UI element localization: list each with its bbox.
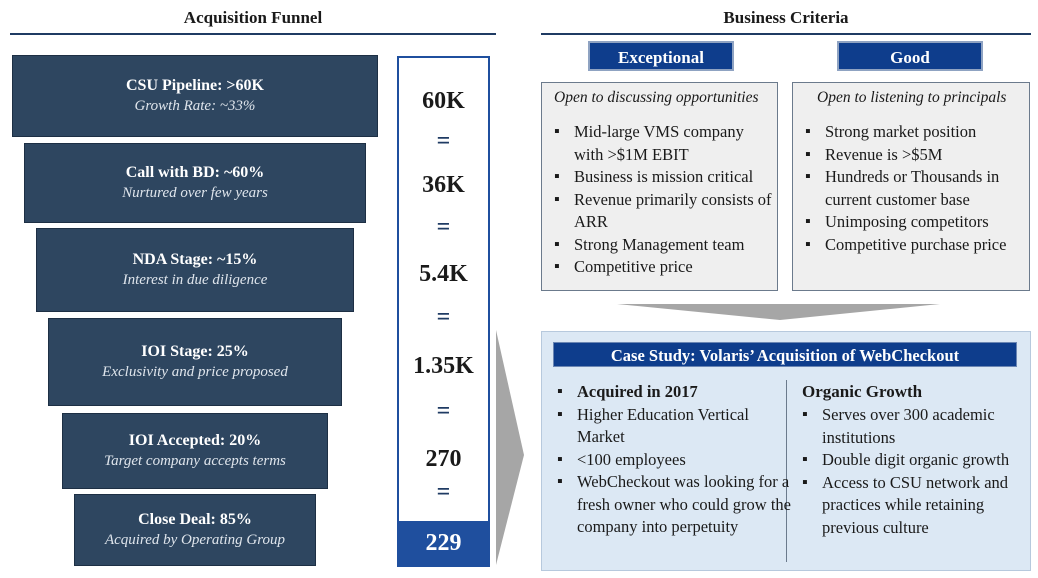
- list-item: Acquired in 2017: [557, 381, 791, 404]
- list-item: Double digit organic growth: [802, 449, 1034, 472]
- exceptional-label: Exceptional: [588, 41, 734, 71]
- equals-sign: =: [436, 398, 451, 424]
- funnel-title: Acquisition Funnel: [183, 8, 323, 27]
- list-item: Higher Education Vertical Market: [557, 404, 791, 449]
- case-study-right-list: Serves over 300 academic institutions Do…: [790, 404, 1034, 539]
- stage-subtitle: Acquired by Operating Group: [104, 532, 286, 548]
- stage-subtitle: Target company accepts terms: [104, 453, 286, 469]
- list-item: Mid-large VMS company with >$1M EBIT: [554, 121, 777, 166]
- criteria-title: Business Criteria: [723, 8, 849, 27]
- funnel-stage-pipeline: CSU Pipeline: >60K Growth Rate: ~33%: [12, 55, 378, 137]
- number-ioi-accepted: 270: [425, 446, 462, 472]
- stage-title: IOI Stage: 25%: [141, 343, 249, 360]
- funnel-title-rule: [10, 33, 496, 35]
- list-item: Strong market position: [805, 121, 1029, 144]
- funnel-stage-ioi: IOI Stage: 25% Exclusivity and price pro…: [48, 318, 342, 406]
- exceptional-criteria-box: Open to discussing opportunities Mid-lar…: [541, 82, 778, 291]
- number-call: 36K: [422, 172, 465, 198]
- good-lead: Open to listening to principals: [817, 89, 1007, 106]
- funnel-stage-call: Call with BD: ~60% Nurtured over few yea…: [24, 143, 366, 223]
- stage-title: Call with BD: ~60%: [125, 164, 265, 181]
- good-list: Strong market position Revenue is >$5M H…: [793, 121, 1029, 256]
- exceptional-list: Mid-large VMS company with >$1M EBIT Bus…: [542, 121, 777, 279]
- organic-growth-heading: Organic Growth: [802, 382, 923, 401]
- equals-sign: =: [436, 479, 451, 505]
- case-study-left-list: Acquired in 2017 Higher Education Vertic…: [545, 381, 791, 539]
- funnel-numbers-column: 60K = 36K = 5.4K = 1.35K = 270 = 229: [397, 56, 490, 567]
- stage-title: IOI Accepted: 20%: [128, 432, 262, 449]
- list-item: Serves over 300 academic institutions: [802, 404, 1034, 449]
- list-item: WebCheckout was looking for a fresh owne…: [557, 471, 791, 539]
- good-label: Good: [837, 41, 983, 71]
- down-chevron-shape: [617, 304, 940, 320]
- list-item: Competitive price: [554, 256, 777, 279]
- number-pipeline: 60K: [422, 88, 465, 114]
- stage-subtitle: Exclusivity and price proposed: [102, 364, 288, 380]
- list-item: Business is mission critical: [554, 166, 777, 189]
- list-item: Strong Management team: [554, 234, 777, 257]
- stage-subtitle: Growth Rate: ~33%: [134, 98, 256, 114]
- equals-sign: =: [436, 214, 451, 240]
- exceptional-lead: Open to discussing opportunities: [554, 89, 759, 106]
- funnel-stage-close: Close Deal: 85% Acquired by Operating Gr…: [74, 494, 316, 566]
- number-close-deal: 229: [399, 521, 488, 565]
- list-item: Competitive purchase price: [805, 234, 1029, 257]
- list-item: Unimposing competitors: [805, 211, 1029, 234]
- good-criteria-box: Open to listening to principals Strong m…: [792, 82, 1030, 291]
- funnel-stage-nda: NDA Stage: ~15% Interest in due diligenc…: [36, 228, 354, 312]
- stage-subtitle: Nurtured over few years: [122, 185, 268, 201]
- list-item: Hundreds or Thousands in current custome…: [805, 166, 1029, 211]
- number-nda: 5.4K: [419, 261, 468, 287]
- list-item: <100 employees: [557, 449, 791, 472]
- equals-sign: =: [436, 128, 451, 154]
- list-item: Revenue is >$5M: [805, 144, 1029, 167]
- list-item: Access to CSU network and practices whil…: [802, 472, 1034, 540]
- criteria-title-rule: [541, 33, 1031, 35]
- case-study-title: Case Study: Volaris’ Acquisition of WebC…: [553, 342, 1017, 367]
- funnel-stage-ioi-accepted: IOI Accepted: 20% Target company accepts…: [62, 413, 328, 489]
- stage-title: NDA Stage: ~15%: [132, 251, 258, 268]
- right-arrow-shape: [496, 330, 524, 565]
- equals-sign: =: [436, 304, 451, 330]
- stage-title: CSU Pipeline: >60K: [125, 77, 264, 94]
- stage-title: Close Deal: 85%: [138, 511, 252, 528]
- list-item: Revenue primarily consists of ARR: [554, 189, 777, 234]
- stage-subtitle: Interest in due diligence: [122, 272, 268, 288]
- number-ioi: 1.35K: [413, 353, 474, 379]
